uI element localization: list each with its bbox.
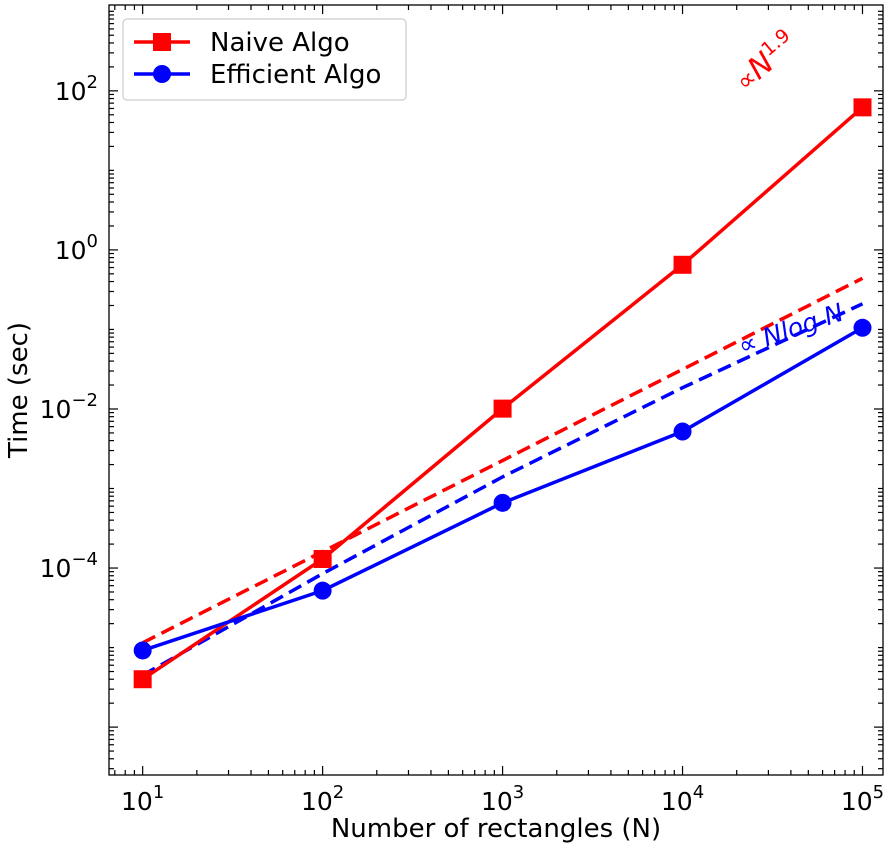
data-point-naive [133, 670, 152, 689]
legend-naive-label: Naive Algo [210, 28, 350, 58]
x-tick-label-exp: 4 [693, 782, 704, 803]
legend-box [122, 18, 407, 101]
x-axis-ticks: 101 102 103 104 105 [114, 5, 884, 816]
x-tick-label-exp: 5 [873, 782, 884, 803]
x-tick-label-base: 10 [661, 787, 693, 816]
legend-naive-marker [153, 33, 171, 51]
y-tick-label-exp: 2 [87, 72, 98, 93]
data-point-naive [313, 549, 332, 568]
x-tick-label: 105 [841, 782, 884, 816]
y-tick-label-exp: 0 [87, 231, 98, 252]
series-markers [133, 98, 872, 689]
y-tick-label-base: 10 [55, 236, 87, 265]
y-axis-label: Time (sec) [4, 322, 34, 459]
data-point-naive [493, 399, 512, 418]
x-tick-label: 103 [481, 782, 524, 816]
data-point-efficient [493, 493, 512, 512]
plot-area [108, 4, 884, 776]
reference-line-0 [141, 276, 864, 645]
y-tick-label-exp: −2 [71, 390, 98, 411]
x-tick-label-exp: 1 [153, 782, 164, 803]
y-tick-label: 102 [55, 72, 98, 106]
legend-efficient-marker [153, 65, 171, 83]
y-tick-label-base: 10 [55, 77, 87, 106]
data-point-naive [853, 98, 872, 117]
x-tick-label-base: 10 [841, 787, 873, 816]
y-tick-label-base: 10 [40, 554, 72, 583]
data-point-naive [673, 255, 692, 274]
y-tick-label-base: 10 [40, 395, 72, 424]
y-tick-label: 10−4 [40, 549, 98, 583]
data-point-efficient [313, 581, 332, 600]
reference-line-1 [141, 302, 864, 677]
x-axis-label: Number of rectangles (N) [331, 814, 661, 844]
data-point-efficient [853, 318, 872, 337]
legend: Naive Algo Efficient Algo [122, 18, 407, 101]
x-tick-label: 102 [301, 782, 344, 816]
reference-lines [141, 276, 864, 677]
x-tick-label: 104 [661, 782, 704, 816]
x-tick-label-base: 10 [301, 787, 333, 816]
y-tick-label: 100 [55, 231, 98, 265]
x-tick-label-base: 10 [481, 787, 513, 816]
x-tick-label-exp: 3 [513, 782, 524, 803]
x-tick-label: 101 [121, 782, 164, 816]
y-tick-label: 10−2 [40, 390, 98, 424]
legend-efficient-label: Efficient Algo [210, 60, 381, 90]
data-point-efficient [133, 641, 152, 660]
data-point-efficient [673, 422, 692, 441]
y-tick-label-exp: −4 [71, 549, 98, 570]
x-tick-label-base: 10 [121, 787, 153, 816]
x-tick-label-exp: 2 [333, 782, 344, 803]
